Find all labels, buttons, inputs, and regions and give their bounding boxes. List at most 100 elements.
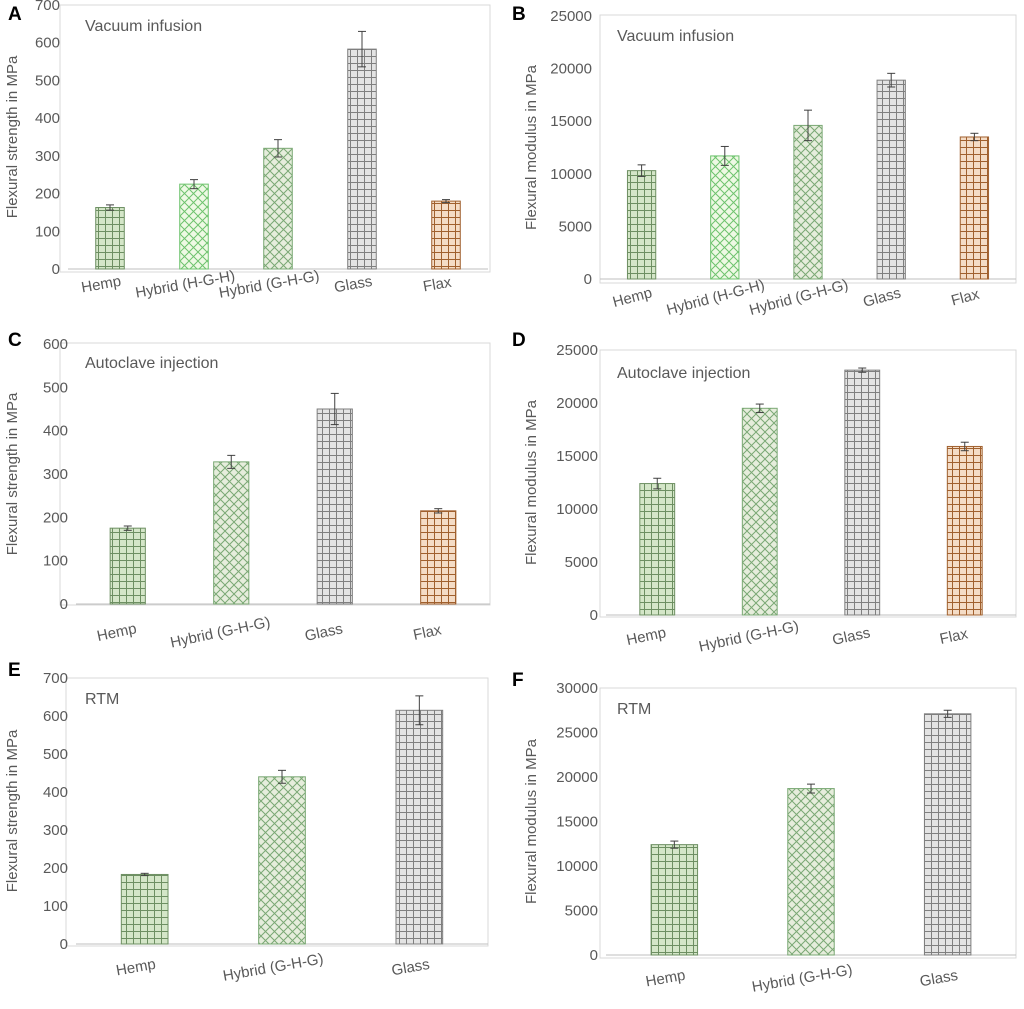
bar-flax [959, 136, 990, 280]
panel-letter: C [8, 330, 22, 351]
bar-hemp [650, 844, 699, 956]
y-axis-label: Flexural modulus in MPa [523, 64, 540, 230]
y-tick-label: 20000 [556, 769, 598, 786]
error-bar-hemp [670, 840, 679, 849]
error-bar-hemp [123, 525, 132, 531]
bar-flax [431, 200, 461, 270]
y-tick-label: 5000 [565, 554, 598, 571]
bar-glass [395, 709, 444, 945]
x-tick-label: Glass [303, 620, 344, 645]
x-tick-label: Hemp [115, 956, 157, 980]
error-bar-glass [415, 695, 424, 726]
plot-frame [65, 677, 489, 947]
bar-hybrid-g-h-g [213, 461, 250, 605]
y-tick-label: 500 [43, 746, 68, 763]
bar-glass [876, 79, 906, 280]
error-bar-hybrid-g-h-g [227, 454, 236, 469]
bar-glass [347, 48, 377, 270]
panel-letter: D [512, 330, 526, 351]
y-tick-label: 0 [60, 596, 68, 613]
panel-d: D Autoclave injection Flexural modulus in … [512, 330, 1017, 656]
y-tick-label: 400 [43, 423, 68, 440]
panel-letter: E [8, 660, 21, 681]
y-tick-label: 20000 [550, 61, 592, 78]
bar-hybrid-g-h-g [263, 147, 293, 270]
error-bar-flax [442, 199, 450, 204]
x-tick-label: Hybrid (G-H-G) [697, 618, 800, 656]
chart-title: Vacuum infusion [85, 18, 202, 35]
plot-frame [599, 14, 1017, 284]
plot-frame [599, 349, 1017, 618]
y-tick-label: 500 [35, 72, 60, 89]
bar-hemp [95, 207, 125, 270]
chart-title: Autoclave injection [85, 355, 218, 372]
y-tick-label: 300 [43, 466, 68, 483]
bar-hybrid-g-h-g [787, 788, 835, 956]
panel-e: E RTM Flexural strength in MPa 0 100 200 300 40… [4, 660, 489, 985]
y-tick-label: 300 [43, 822, 68, 839]
panel-a: A Vacuum infusion Flexural strength in MPa… [4, 0, 491, 302]
y-tick-label: 700 [35, 0, 60, 14]
y-tick-label: 25000 [556, 725, 598, 742]
error-bar-glass [330, 392, 339, 426]
y-tick-label: 300 [35, 148, 60, 165]
x-tick-label: Hemp [95, 620, 138, 645]
error-bar-flax [970, 132, 979, 142]
error-bar-hybrid-h-g-h [190, 179, 198, 190]
x-tick-label: Flax [412, 621, 444, 644]
y-tick-label: 30000 [556, 680, 598, 697]
bar-flax [946, 445, 983, 616]
bar-glass [316, 408, 353, 605]
x-tick-label: Hybrid (G-H-G) [751, 961, 854, 995]
y-tick-label: 15000 [550, 113, 592, 130]
panel-letter: F [512, 670, 524, 691]
error-bar-glass [858, 367, 867, 373]
y-tick-label: 500 [43, 379, 68, 396]
y-tick-label: 100 [43, 553, 68, 570]
y-tick-label: 10000 [556, 501, 598, 518]
x-tick-label: Hybrid (G-H-G) [222, 950, 325, 984]
x-tick-label: Glass [333, 273, 374, 296]
y-tick-label: 600 [43, 708, 68, 725]
bar-glass [923, 713, 972, 956]
x-tick-label: Hemp [80, 273, 122, 297]
plot-frame [599, 687, 1017, 959]
y-axis-label: Flexural modulus in MPa [523, 399, 540, 565]
panel-c: C Autoclave injection Flexural strength in… [4, 330, 491, 651]
x-tick-label: Glass [861, 284, 902, 310]
x-tick-label: Glass [831, 624, 872, 649]
error-bar-hemp [637, 164, 646, 177]
bar-hybrid-h-g-h [179, 183, 209, 270]
error-bar-flax [960, 441, 969, 452]
y-tick-label: 400 [35, 110, 60, 127]
y-tick-label: 100 [35, 223, 60, 240]
panel-b: B Vacuum infusion Flexural modulus in MPa 0… [512, 4, 1017, 319]
y-tick-label: 15000 [556, 448, 598, 465]
error-bar-hemp [140, 872, 149, 877]
y-tick-label: 600 [43, 336, 68, 353]
y-tick-label: 200 [43, 860, 68, 877]
y-tick-label: 5000 [565, 903, 598, 920]
y-tick-label: 0 [584, 271, 592, 288]
y-tick-label: 200 [35, 186, 60, 203]
x-tick-label: Flax [422, 274, 453, 296]
bar-hemp [626, 170, 657, 280]
x-tick-label: Glass [390, 956, 431, 979]
error-bar-glass [358, 30, 366, 68]
x-tick-label: Flax [938, 625, 970, 648]
bar-glass [844, 369, 881, 616]
bar-hybrid-h-g-h [710, 155, 740, 280]
x-tick-label: Flax [949, 286, 981, 310]
y-tick-label: 100 [43, 898, 68, 915]
error-bar-flax [434, 508, 443, 514]
bar-hybrid-g-h-g [258, 776, 306, 945]
y-axis-label: Flexural strength in MPa [4, 392, 21, 555]
error-bar-hybrid-g-h-g [804, 109, 812, 142]
panel-letter: B [512, 4, 526, 25]
y-tick-label: 5000 [559, 218, 592, 235]
error-bar-hemp [653, 477, 662, 490]
bar-hemp [120, 873, 169, 945]
error-bar-hybrid-g-h-g [278, 769, 286, 784]
y-tick-label: 0 [590, 947, 598, 964]
